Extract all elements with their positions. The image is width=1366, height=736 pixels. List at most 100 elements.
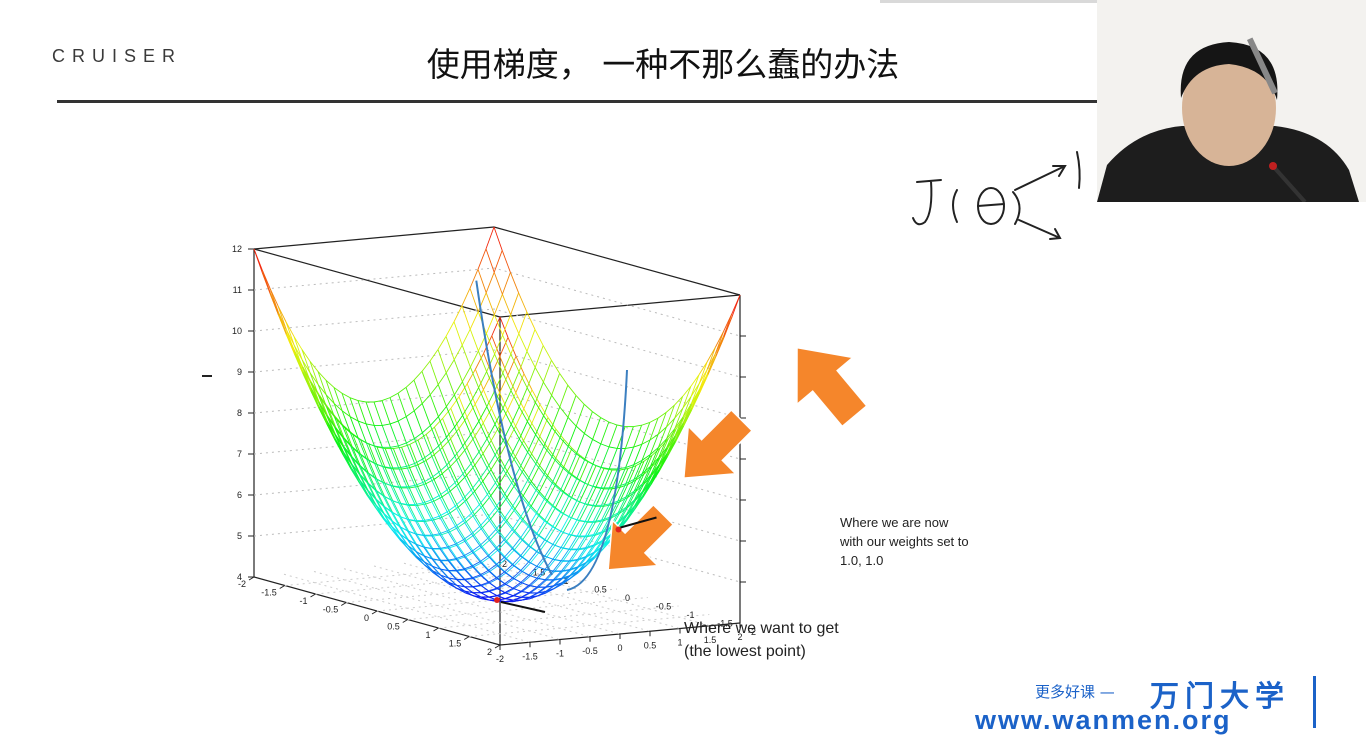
mesh-line xyxy=(475,454,483,466)
mesh-line xyxy=(430,349,438,361)
mesh-line xyxy=(446,322,454,337)
mesh-line xyxy=(593,418,601,440)
annotation-want-line1: Where we want to get xyxy=(684,617,839,640)
mesh-line xyxy=(521,585,529,591)
mesh-line xyxy=(531,515,539,528)
mesh-line xyxy=(494,315,502,335)
mesh-line xyxy=(446,336,454,359)
mesh-line xyxy=(382,424,390,425)
mesh-line xyxy=(262,269,270,288)
x2-tick-label: -0.5 xyxy=(656,602,672,612)
annotation-current-position: Where we are now with our weights set to… xyxy=(840,513,969,570)
mesh-line xyxy=(683,386,691,396)
annotation-now-line1: Where we are now xyxy=(840,513,969,532)
mesh-line xyxy=(462,345,470,367)
mesh-line xyxy=(456,540,464,544)
minimum-point xyxy=(494,597,500,603)
mesh-line xyxy=(464,534,472,540)
mesh-line xyxy=(398,393,406,416)
y-tick-label: 2 xyxy=(487,647,492,657)
mesh-line xyxy=(548,458,556,475)
mesh-line xyxy=(544,457,552,474)
mesh-line xyxy=(449,561,457,571)
mesh-line xyxy=(401,469,409,488)
mesh-line xyxy=(470,351,478,367)
mesh-line xyxy=(620,469,628,470)
mesh-line xyxy=(650,458,658,467)
mesh-line xyxy=(530,579,538,586)
mesh-line xyxy=(585,439,593,459)
mesh-line xyxy=(442,517,450,532)
mesh-line xyxy=(423,521,431,536)
mesh-line xyxy=(462,329,470,345)
mesh-line xyxy=(510,272,518,292)
mesh-line xyxy=(438,336,446,349)
y-tick xyxy=(280,586,285,589)
mesh-line xyxy=(399,466,407,467)
y-tick-label: -1.5 xyxy=(261,588,277,598)
mesh-line xyxy=(464,556,472,566)
mesh-line xyxy=(633,425,641,426)
mesh-line xyxy=(422,361,430,371)
mesh-line xyxy=(512,508,520,518)
mesh-line xyxy=(593,464,601,467)
grid-line xyxy=(254,309,740,377)
mesh-line xyxy=(439,534,447,547)
mesh-line xyxy=(254,249,262,269)
mesh-line xyxy=(564,474,572,491)
mesh-line xyxy=(455,499,463,506)
y-tick xyxy=(434,628,439,631)
mesh-line xyxy=(488,556,496,565)
mesh-line xyxy=(569,479,577,496)
mesh-line xyxy=(508,375,516,392)
mesh-line xyxy=(544,483,552,499)
mesh-line xyxy=(535,367,543,382)
mesh-line xyxy=(471,505,479,514)
mesh-line xyxy=(439,496,447,512)
mesh-line xyxy=(390,393,398,397)
mesh-line xyxy=(406,380,414,387)
mesh-line xyxy=(474,515,482,528)
arrow-shape xyxy=(769,324,883,440)
mesh-line xyxy=(512,518,520,530)
mesh-line xyxy=(569,517,577,520)
z-tick-label: 12 xyxy=(232,244,242,254)
mesh-line xyxy=(390,446,398,447)
mesh-line xyxy=(568,417,576,426)
mesh-line xyxy=(464,569,472,578)
mesh-line xyxy=(417,521,425,536)
mesh-line xyxy=(502,294,510,314)
mesh-line xyxy=(507,531,515,541)
mesh-line xyxy=(440,548,448,560)
mesh-line xyxy=(724,317,732,336)
z-tick-label: 8 xyxy=(237,408,242,418)
mesh-line xyxy=(423,503,431,519)
mesh-line xyxy=(504,540,512,549)
minimum-point-leader xyxy=(501,602,545,612)
mesh-line xyxy=(454,345,462,360)
mesh-line xyxy=(609,425,617,447)
mesh-line xyxy=(454,322,462,345)
mesh-line xyxy=(560,473,568,490)
mesh-line xyxy=(502,272,510,294)
mesh-line xyxy=(480,575,488,582)
footer-bar xyxy=(1313,676,1316,728)
mesh-line xyxy=(626,447,634,467)
mesh-line xyxy=(512,495,520,508)
mesh-line xyxy=(577,460,585,479)
mesh-line xyxy=(456,559,464,569)
mesh-line xyxy=(531,466,539,482)
mesh-line xyxy=(447,512,455,527)
mesh-line xyxy=(560,385,568,407)
x-tick-label: -2 xyxy=(496,654,504,664)
mesh-line xyxy=(415,504,423,520)
mesh-line xyxy=(532,390,540,405)
footer-url[interactable]: www.wanmen.org xyxy=(975,705,1232,736)
title-divider xyxy=(57,100,1102,103)
mesh-line xyxy=(511,391,519,407)
mesh-line xyxy=(487,483,495,495)
mesh-line xyxy=(531,492,539,506)
mesh-line xyxy=(358,421,366,443)
z-tick-label: 11 xyxy=(233,285,242,295)
mesh-line xyxy=(455,526,463,539)
